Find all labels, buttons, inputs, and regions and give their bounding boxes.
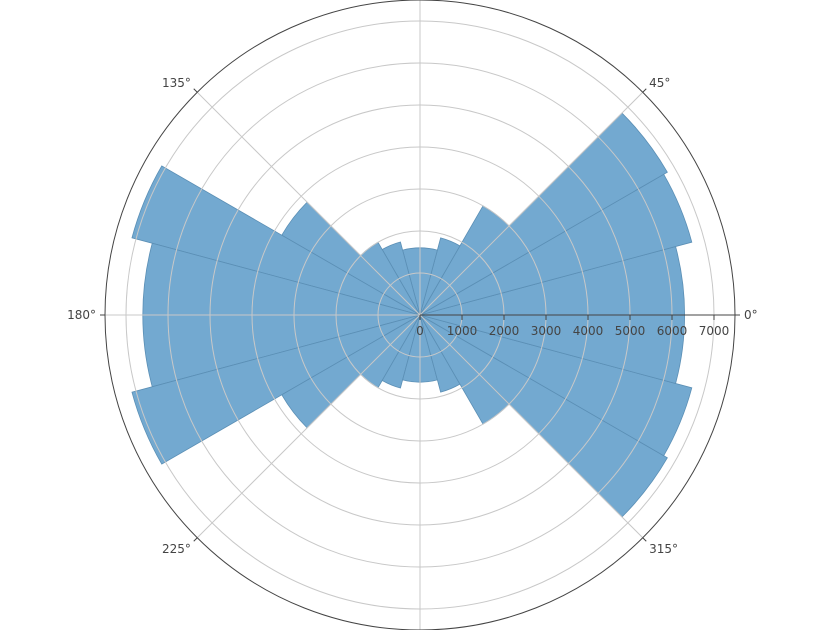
bar-sector-16: [381, 314, 421, 389]
radial-tick-label-3: 3000: [531, 324, 562, 338]
angular-tick-label-7: 315°: [649, 542, 678, 556]
angular-tick-mark-5: [193, 537, 198, 542]
angular-grid-line-3: [196, 91, 421, 316]
angular-tick-label-0: 0°: [744, 308, 758, 322]
angular-tick-mark-3: [193, 88, 198, 93]
angular-tick-label-3: 135°: [162, 76, 191, 90]
bars-layer: [131, 112, 693, 518]
radial-tick-label-5: 5000: [615, 324, 646, 338]
angular-tick-mark-7: [642, 537, 647, 542]
angular-tick-label-4: 180°: [67, 308, 96, 322]
angular-tick-mark-1: [642, 88, 647, 93]
angular-grid-line-5: [196, 314, 421, 539]
bar-sector-13: [131, 314, 421, 465]
bar-sector-10: [131, 165, 421, 316]
bar-sector-4: [419, 237, 461, 316]
radial-tick-label-4: 4000: [573, 324, 604, 338]
bar-sector-22: [419, 314, 693, 457]
angular-grid-line-1: [419, 91, 644, 316]
radial-tick-label-2: 2000: [489, 324, 520, 338]
radial-tick-label-7: 7000: [699, 324, 730, 338]
radial-tick-label-6: 6000: [657, 324, 688, 338]
angular-tick-label-5: 225°: [162, 542, 191, 556]
ticks-layer: 0 1000 2000 3000 4000 5000 6000 7000 0° 45° 135° 18…: [67, 76, 758, 556]
radial-tick-label-0: 0: [416, 324, 424, 338]
radial-tick-label-1: 1000: [447, 324, 478, 338]
angular-tick-label-1: 45°: [649, 76, 670, 90]
angular-grid-line-7: [419, 314, 644, 539]
